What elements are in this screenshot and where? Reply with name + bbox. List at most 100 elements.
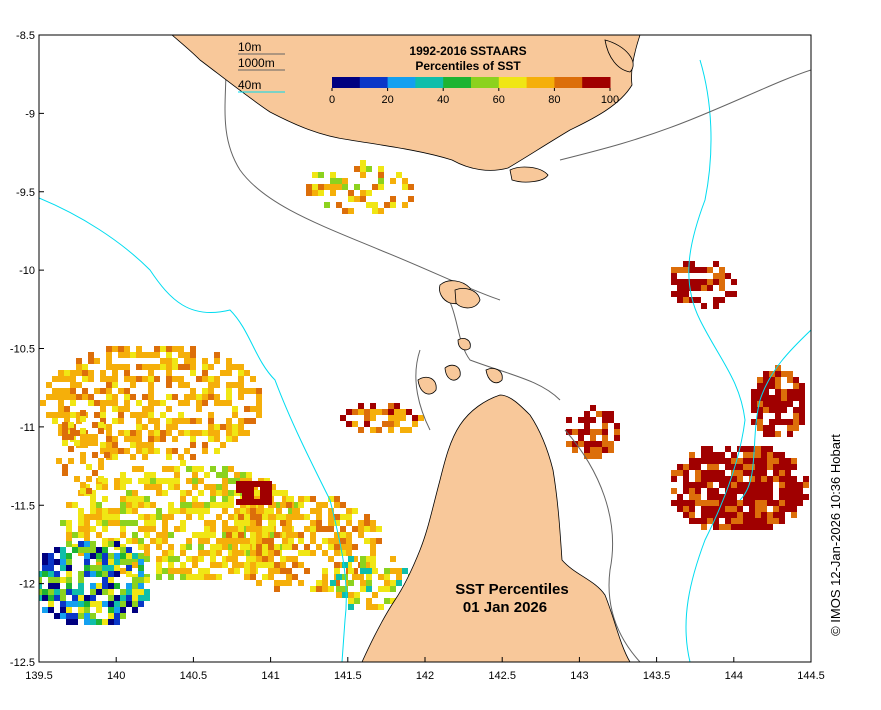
sst-pixel: [126, 508, 132, 514]
sst-pixel: [166, 418, 172, 424]
sst-pixel: [354, 184, 360, 190]
sst-pixel: [264, 508, 270, 514]
sst-pixel: [256, 520, 262, 526]
sst-pixel: [695, 464, 701, 470]
sst-pixel: [222, 490, 228, 496]
sst-pixel: [102, 565, 108, 571]
sst-pixel: [683, 291, 689, 297]
sst-pixel: [186, 538, 192, 544]
sst-pixel: [260, 487, 266, 493]
sst-pixel: [124, 430, 130, 436]
sst-pixel: [749, 524, 755, 530]
sst-pixel: [396, 568, 402, 574]
sst-pixel: [370, 556, 376, 562]
sst-pixel: [132, 553, 138, 559]
sst-pixel: [232, 412, 238, 418]
sst-pixel: [280, 562, 286, 568]
sst-pixel: [204, 472, 210, 478]
sst-pixel: [190, 352, 196, 358]
sst-pixel: [689, 267, 695, 273]
sst-pixel: [238, 562, 244, 568]
sst-pixel: [76, 430, 82, 436]
sst-pixel: [286, 514, 292, 520]
sst-pixel: [228, 496, 234, 502]
sst-pixel: [274, 586, 280, 592]
contour-10m-png-shelf: [559, 69, 811, 161]
sst-pixel: [781, 389, 787, 395]
sst-pixel: [378, 166, 384, 172]
sst-pixel: [192, 574, 198, 580]
sst-pixel: [162, 568, 168, 574]
sst-pixel: [190, 430, 196, 436]
sst-pixel: [136, 430, 142, 436]
sst-pixel: [192, 532, 198, 538]
sst-pixel: [731, 464, 737, 470]
sst-pixel: [713, 470, 719, 476]
sst-pixel: [282, 490, 288, 496]
sst-pixel: [144, 502, 150, 508]
sst-pixel: [118, 430, 124, 436]
sst-pixel: [46, 412, 52, 418]
sst-pixel: [166, 454, 172, 460]
sst-pixel: [162, 538, 168, 544]
sst-pixel: [334, 514, 340, 520]
sst-pixel: [316, 544, 322, 550]
sst-pixel: [342, 592, 348, 598]
sst-pixel: [248, 493, 254, 499]
sst-pixel: [66, 583, 72, 589]
sst-pixel: [248, 481, 254, 487]
contour-40m-far-east: [739, 329, 811, 501]
sst-pixel: [78, 613, 84, 619]
sst-pixel: [286, 502, 292, 508]
sst-pixel: [342, 562, 348, 568]
sst-pixel: [132, 601, 138, 607]
sst-pixel: [78, 607, 84, 613]
sst-pixel: [120, 547, 126, 553]
sst-pixel: [78, 520, 84, 526]
sst-pixel: [226, 400, 232, 406]
sst-pixel: [250, 376, 256, 382]
sst-pixel: [240, 472, 246, 478]
sst-pixel: [226, 394, 232, 400]
x-tick-label: 140: [107, 670, 125, 682]
sst-pixel: [602, 411, 608, 417]
sst-pixel: [388, 409, 394, 415]
sst-pixel: [108, 565, 114, 571]
sst-pixel: [136, 412, 142, 418]
sst-pixel: [210, 466, 216, 472]
sst-pixel: [246, 526, 252, 532]
sst-pixel: [78, 595, 84, 601]
sst-pixel: [803, 482, 809, 488]
sst-pixel: [719, 494, 725, 500]
sst-pixel: [190, 454, 196, 460]
sst-pixel: [96, 502, 102, 508]
sst-pixel: [114, 619, 120, 625]
sst-pixel: [719, 279, 725, 285]
sst-pixel: [743, 524, 749, 530]
sst-pixel: [70, 370, 76, 376]
sst-pixel: [148, 382, 154, 388]
sst-pixel: [364, 538, 370, 544]
sst-pixel: [725, 464, 731, 470]
sst-pixel: [126, 559, 132, 565]
sst-pixel: [785, 464, 791, 470]
sst-pixel: [378, 604, 384, 610]
sst-pixel: [366, 568, 372, 574]
sst-pixel: [80, 458, 86, 464]
sst-pixel: [114, 607, 120, 613]
sst-pixel: [755, 476, 761, 482]
sst-pixel: [232, 424, 238, 430]
sst-pixel: [90, 496, 96, 502]
sst-pixel: [316, 502, 322, 508]
sst-pixel: [799, 401, 805, 407]
sst-pixel: [120, 472, 126, 478]
sst-pixel: [689, 285, 695, 291]
sst-pixel: [166, 370, 172, 376]
sst-pixel: [118, 406, 124, 412]
sst-pixel: [162, 532, 168, 538]
sst-pixel: [180, 568, 186, 574]
sst-pixel: [58, 406, 64, 412]
sst-pixel: [39, 571, 42, 577]
sst-pixel: [148, 394, 154, 400]
sst-pixel: [614, 429, 620, 435]
